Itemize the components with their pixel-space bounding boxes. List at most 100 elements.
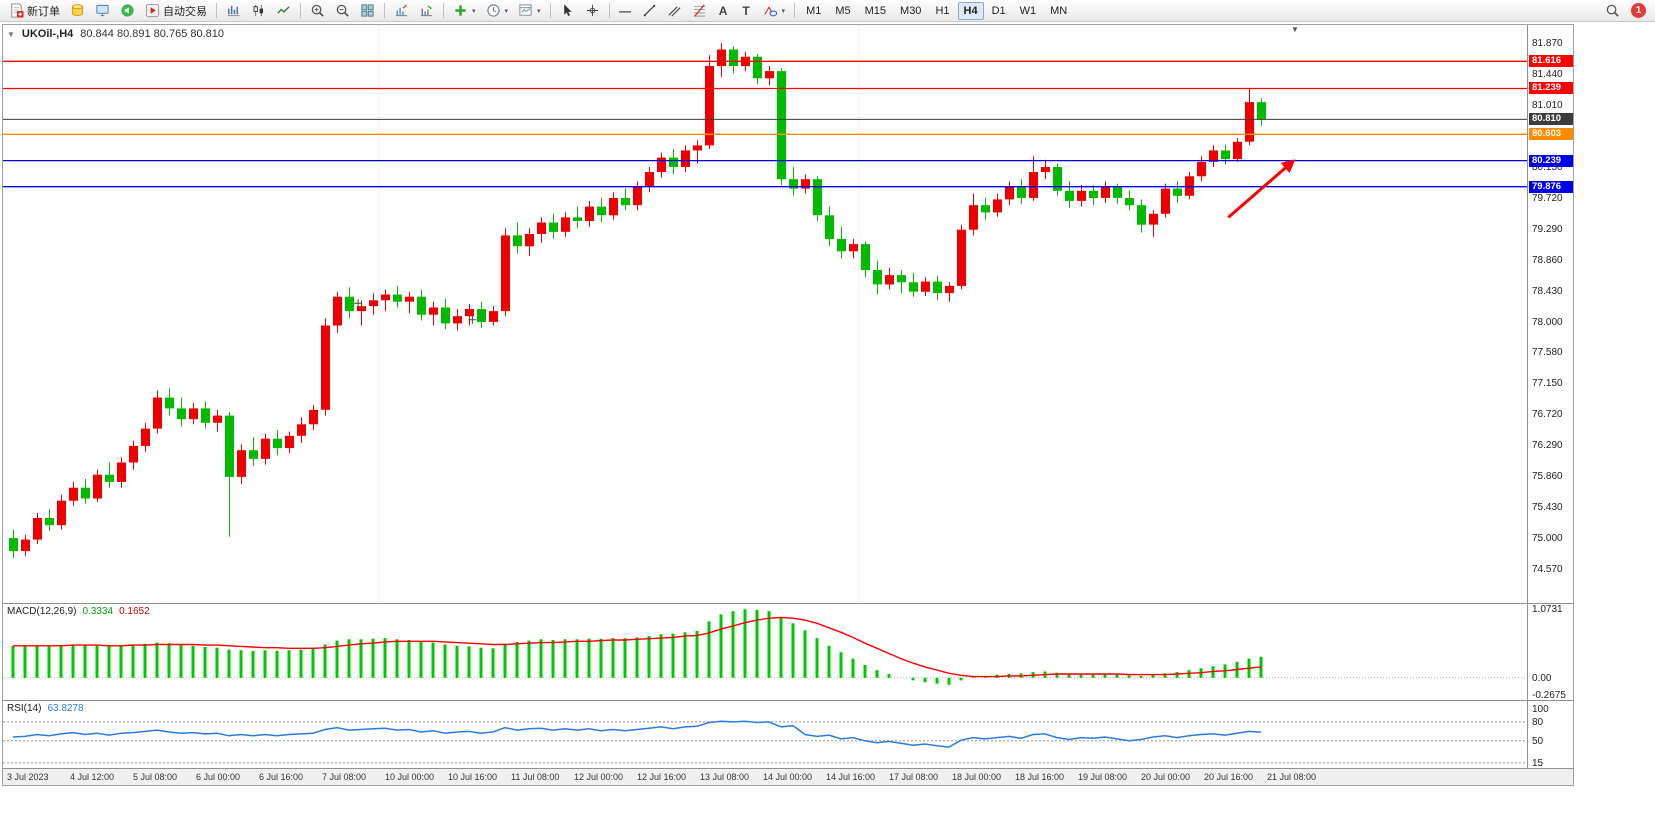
price-tick: 81.010 [1532, 100, 1563, 111]
doc-plus-icon [9, 3, 24, 18]
macd-panel-separator[interactable] [3, 603, 1573, 604]
zoom-out-button[interactable] [331, 2, 354, 20]
channel-icon [667, 3, 682, 18]
timeframe-m15-button-label: M15 [864, 4, 887, 17]
timeframe-mn-button[interactable]: MN [1044, 2, 1073, 20]
price-badge: 81.239 [1529, 82, 1573, 94]
monitor-icon [95, 3, 110, 18]
cursor-icon [560, 3, 575, 18]
timeframe-d1-button[interactable]: D1 [986, 2, 1012, 20]
price-badge: 79.876 [1529, 181, 1573, 193]
trendline-tool-button[interactable] [638, 2, 661, 20]
market-watch-button[interactable] [66, 2, 89, 20]
crosshair-tool-button[interactable] [581, 2, 604, 20]
price-tick: 75.000 [1532, 533, 1563, 544]
timeframe-m30-button[interactable]: M30 [894, 2, 927, 20]
time-label: 11 Jul 08:00 [511, 772, 560, 782]
rsi-chart [3, 720, 1527, 764]
candlestick-chart-button[interactable] [247, 2, 270, 20]
channel-tool-button[interactable] [663, 2, 686, 20]
candlestick-chart[interactable] [3, 25, 1527, 603]
new-order-button-label: 新订单 [27, 5, 60, 18]
time-axis[interactable]: 3 Jul 2023 4 Jul 12:00 5 Jul 08:00 6 Jul 00… [3, 769, 1573, 785]
notification-badge[interactable]: 1 [1631, 3, 1646, 18]
add-indicator-button[interactable]: ▾ [449, 2, 480, 20]
plus-marker[interactable] [354, 299, 363, 308]
price-badge: 81.616 [1529, 55, 1573, 67]
rsi-panel-separator[interactable] [3, 700, 1573, 701]
rsi-axis-tick: 100 [1532, 704, 1549, 715]
macd-histogram [11, 609, 1263, 685]
toolbar-separator [794, 3, 796, 18]
sound-alert-button[interactable] [116, 2, 139, 20]
rsi-line [12, 720, 1262, 748]
indicators-list-button[interactable] [390, 2, 413, 20]
shapes-tool-button[interactable]: ▾ [759, 2, 790, 20]
crosshair-icon [585, 3, 600, 18]
bar-chart-button[interactable] [222, 2, 245, 20]
tile-windows-button[interactable] [356, 2, 379, 20]
macd-value: 0.3334 [82, 606, 114, 617]
fibonacci-tool-button[interactable] [688, 2, 711, 20]
price-badge: 80.239 [1529, 155, 1573, 167]
toolbar-separator [384, 3, 385, 18]
one-click-trading-collapse-icon[interactable]: ▼ [7, 29, 15, 39]
time-label: 19 Jul 08:00 [1078, 772, 1128, 782]
plus-marker[interactable] [468, 315, 477, 324]
search-icon [1605, 3, 1620, 18]
trend-arrow[interactable] [1227, 159, 1296, 219]
zoom-in-button[interactable] [306, 2, 329, 20]
candles-group [9, 43, 1266, 559]
price-tick: 76.290 [1532, 440, 1563, 451]
price-axis[interactable]: 81.870 81.440 81.010 80.150 79.720 79.290 78.8… [1527, 25, 1573, 769]
macd-axis-tick: 0.00 [1532, 673, 1552, 684]
search-button[interactable] [1601, 2, 1624, 20]
label-tool-button[interactable]: T [736, 2, 757, 20]
main-toolbar: 新订单 自动交易 ▾ ▾ ▾ — A T ▾ M1 M5 M15 M30 H1 H4 D1 W1 MN 1 [0, 0, 1655, 22]
macd-panel[interactable]: MACD(12,26,9) 0.3334 0.1652 [3, 604, 1527, 700]
chart-window: ▼ UKOil-,H4 80.844 80.891 80.765 80.810 … [2, 24, 1574, 786]
auto-trading-button-label: 自动交易 [163, 5, 207, 18]
price-tick: 79.720 [1532, 193, 1563, 204]
timeframe-m1-button[interactable]: M1 [800, 2, 827, 20]
timeframe-h1-button-label: H1 [935, 4, 950, 17]
data-window-button[interactable] [91, 2, 114, 20]
timeframe-w1-button[interactable]: W1 [1014, 2, 1043, 20]
horizontal-line-tool-button[interactable]: — [615, 2, 636, 20]
dropdown-caret-icon[interactable]: ▾ [781, 7, 786, 15]
dropdown-caret-icon[interactable]: ▾ [504, 7, 509, 15]
rsi-panel[interactable]: RSI(14) 63.8278 [3, 701, 1527, 768]
new-order-button[interactable]: 新订单 [5, 2, 64, 20]
auto-trading-button[interactable]: 自动交易 [141, 2, 211, 20]
price-tick: 81.440 [1532, 69, 1563, 80]
time-axis-separator [3, 768, 1573, 769]
time-label: 4 Jul 12:00 [70, 772, 115, 782]
timeframe-h4-button[interactable]: H4 [957, 1, 984, 20]
timeframe-m1-button-label: M1 [806, 4, 822, 17]
toolbar-separator [608, 3, 610, 18]
price-tick: 77.150 [1532, 378, 1563, 389]
dropdown-caret-icon[interactable]: ▾ [472, 7, 476, 15]
text-tool-button[interactable]: A [713, 2, 734, 20]
timeframe-m5-button[interactable]: M5 [829, 2, 856, 20]
timeframe-m15-button[interactable]: M15 [859, 2, 892, 20]
cursor-tool-button[interactable] [556, 2, 579, 20]
timeframe-h4-button-label: H4 [963, 4, 978, 17]
timeframe-h1-button[interactable]: H1 [929, 2, 955, 20]
timeframe-mn-button-label: MN [1050, 4, 1068, 17]
text-a-icon: A [718, 3, 728, 18]
template-button[interactable]: ▾ [514, 2, 545, 20]
line-chart-button[interactable] [272, 2, 295, 20]
objects-list-button[interactable] [415, 2, 438, 20]
chart-down-icon [419, 3, 434, 18]
rsi-indicator-label: RSI(14) 63.8278 [7, 703, 84, 714]
time-label: 14 Jul 00:00 [763, 772, 813, 782]
period-selector-button[interactable]: ▾ [482, 2, 513, 20]
grid-icon [360, 3, 375, 18]
timeframe-w1-button-label: W1 [1019, 4, 1037, 17]
speaker-icon [120, 3, 135, 18]
macd-signal-value: 0.1652 [119, 606, 150, 617]
price-chart-area[interactable]: ▼ UKOil-,H4 80.844 80.891 80.765 80.810 … [3, 25, 1527, 603]
chart-shift-marker-icon[interactable]: ▼ [1291, 25, 1299, 34]
dropdown-caret-icon[interactable]: ▾ [537, 7, 541, 15]
